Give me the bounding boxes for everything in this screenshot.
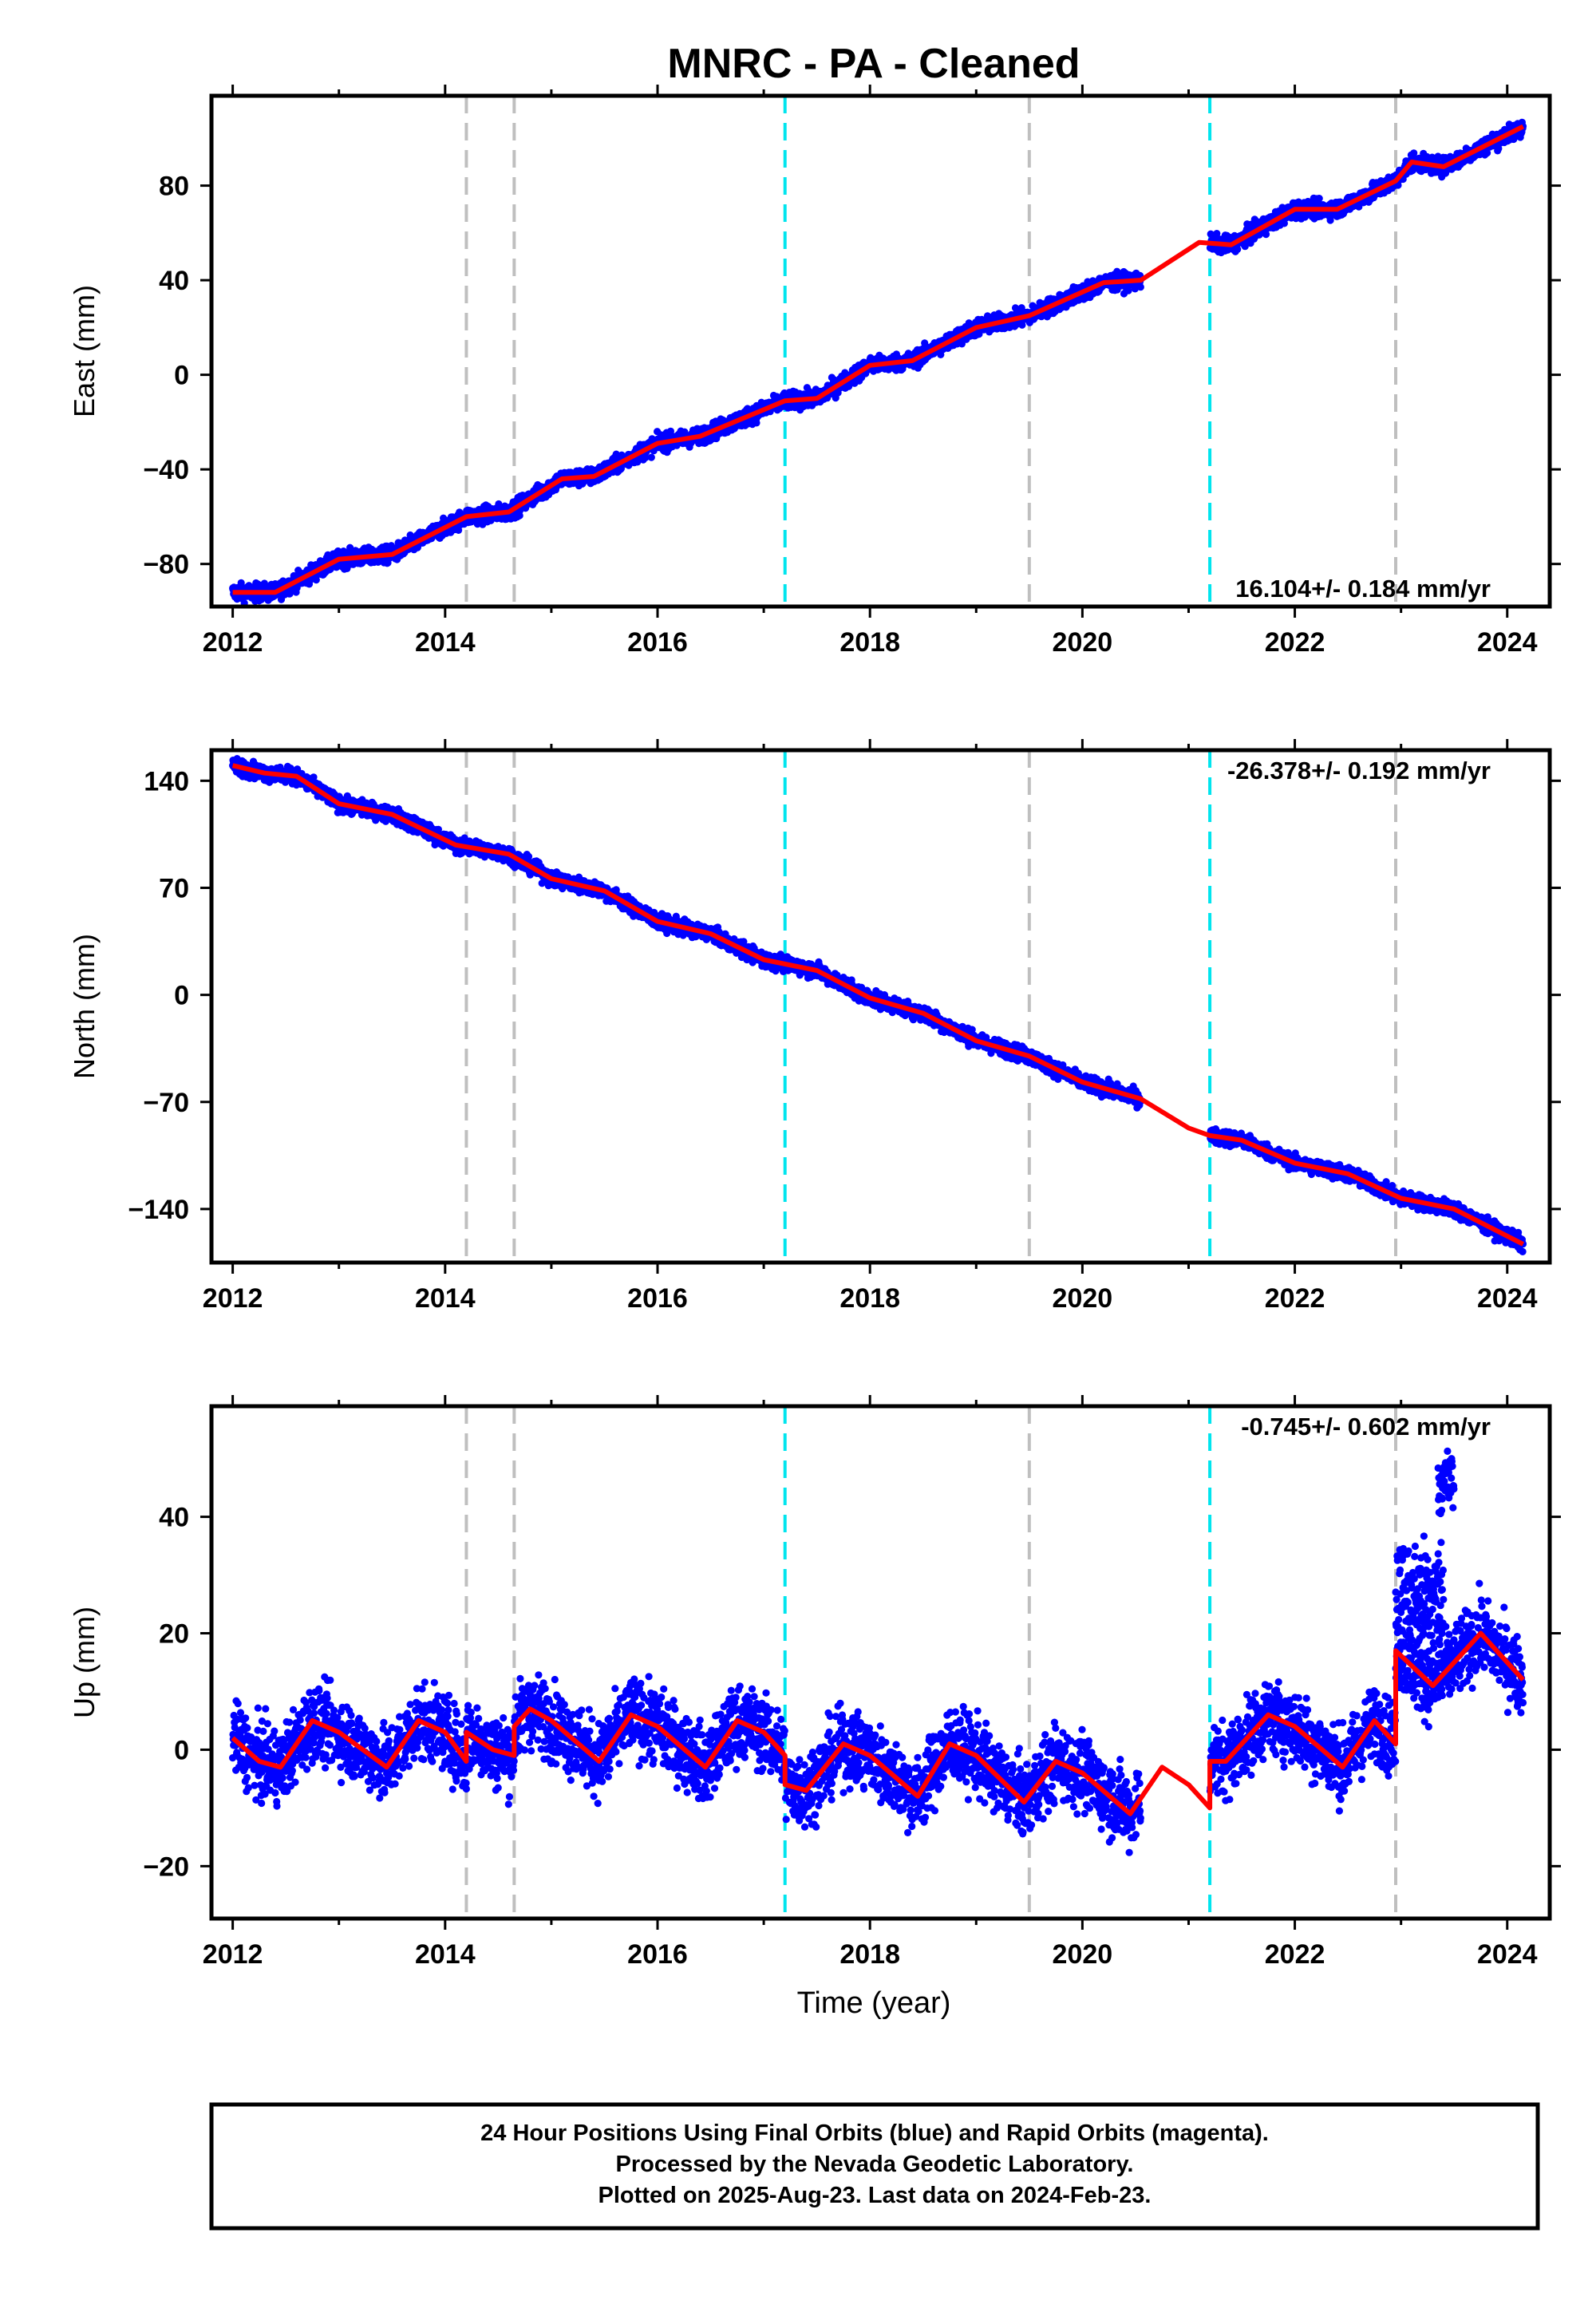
east-x-tick-label: 2024 <box>1477 627 1538 658</box>
east-y-tick-label: 40 <box>159 266 189 296</box>
east-x-tick-label: 2016 <box>627 627 688 658</box>
east-y-tick-label: −80 <box>143 550 189 580</box>
east-x-tick-label: 2020 <box>1053 627 1113 658</box>
north-panel: 2012 2014 2016 2018 2020 2022 2024−140−7007014… <box>68 739 1561 1314</box>
east-data-point <box>1136 283 1144 291</box>
east-y-tick-label: 80 <box>159 172 189 202</box>
chart-title: MNRC - PA - Cleaned <box>667 41 1080 87</box>
east-y-axis-label: East (mm) <box>68 285 101 417</box>
east-axes-frame <box>209 93 1552 609</box>
east-y-tick-label: 0 <box>174 361 189 391</box>
east-data-point <box>753 419 760 427</box>
east-data-point <box>647 453 655 461</box>
east-x-tick-label: 2014 <box>415 627 476 658</box>
east-rate-label: 16.104+/- 0.184 mm/yr <box>1235 575 1491 603</box>
east-data-point <box>346 543 354 551</box>
east-x-tick-label: 2018 <box>839 627 900 658</box>
east-panel: 2012 2014 2016 2018 2020 2022 2024 −80 −40 0 40 80 E… <box>68 85 1561 658</box>
east-x-tick-label: 2022 <box>1265 627 1325 658</box>
east-x-tick-label: 2012 <box>203 627 263 658</box>
east-y-tick-label: −40 <box>143 455 189 485</box>
